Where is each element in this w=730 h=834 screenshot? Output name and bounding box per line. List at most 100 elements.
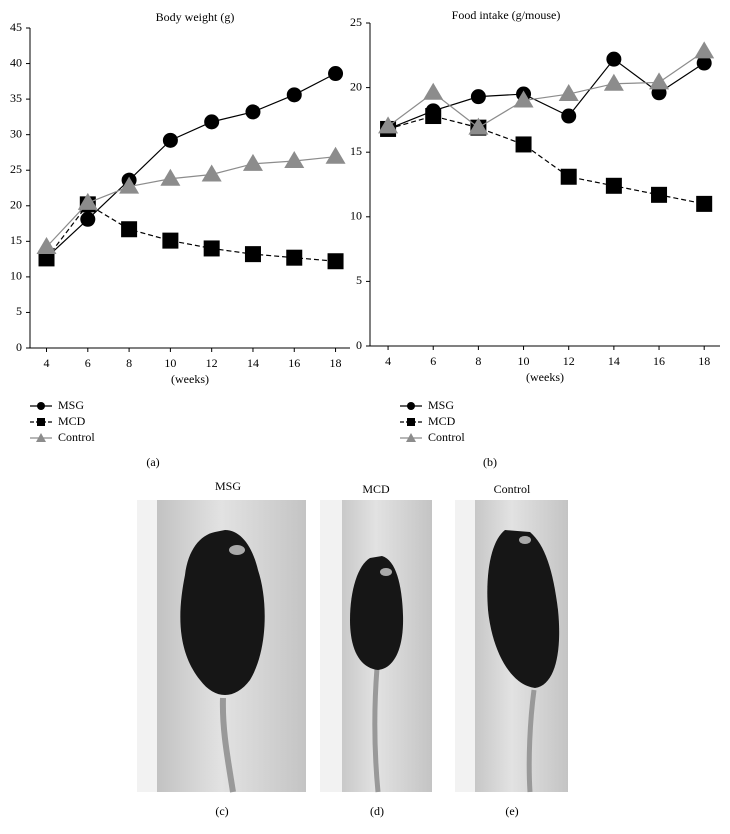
marker [242, 153, 263, 171]
marker [470, 89, 486, 105]
marker [284, 150, 305, 168]
x-tick-label: 10 [164, 356, 176, 370]
marker [204, 114, 220, 130]
legend-label: MCD [428, 414, 456, 428]
y-tick-label: 0 [356, 338, 362, 352]
marker [696, 195, 713, 212]
panel-label: (c) [215, 804, 228, 818]
photo-e [455, 500, 568, 793]
marker [328, 66, 344, 82]
marker [606, 51, 622, 67]
y-tick-label: 40 [10, 55, 22, 69]
chart-title: Food intake (g/mouse) [452, 8, 561, 22]
x-tick-label: 14 [247, 356, 259, 370]
marker [160, 168, 181, 186]
photo-c [137, 500, 306, 793]
marker [425, 108, 442, 125]
y-tick-label: 0 [16, 340, 22, 354]
y-tick-label: 30 [10, 126, 22, 140]
marker [605, 177, 622, 194]
marker [244, 246, 261, 263]
x-tick-label: 6 [430, 354, 436, 368]
marker [561, 108, 577, 124]
marker [327, 253, 344, 270]
marker [286, 249, 303, 266]
x-tick-label: 4 [385, 354, 391, 368]
y-tick-label: 5 [356, 273, 362, 287]
x-axis-label: (weeks) [171, 372, 209, 386]
x-tick-label: 12 [563, 354, 575, 368]
y-tick-label: 35 [10, 91, 22, 105]
marker [121, 221, 138, 238]
legend-label: MSG [58, 398, 84, 412]
marker [651, 186, 668, 203]
marker [162, 132, 178, 148]
marker [603, 73, 624, 91]
series-line [46, 156, 336, 248]
marker [325, 146, 346, 164]
x-tick-label: 16 [653, 354, 665, 368]
legend-marker [37, 402, 45, 410]
x-tick-label: 16 [288, 356, 300, 370]
legend-marker [36, 433, 46, 442]
legend-marker [407, 418, 415, 426]
marker [286, 87, 302, 103]
marker [558, 84, 579, 102]
line-chart: Body weight (g) 0 5 10 15 20 25 30 35 40 45 4 6 8 10 12… [10, 10, 350, 469]
marker [203, 240, 220, 257]
marker [119, 176, 140, 194]
y-tick-label: 10 [350, 209, 362, 223]
y-tick-label: 20 [350, 79, 362, 93]
x-tick-label: 8 [475, 354, 481, 368]
marker [162, 232, 179, 249]
panel-label: (b) [483, 455, 497, 469]
y-tick-label: 45 [10, 20, 22, 34]
marker [513, 90, 534, 108]
line-chart: Food intake (g/mouse) 0 5 10 15 20 25 4 6 8 10 12 14… [350, 8, 720, 469]
marker [694, 41, 715, 59]
marker [38, 250, 55, 267]
legend-label: MCD [58, 414, 86, 428]
y-tick-label: 5 [16, 304, 22, 318]
marker [649, 72, 670, 90]
x-tick-label: 18 [698, 354, 710, 368]
marker [80, 211, 96, 227]
x-tick-label: 10 [518, 354, 530, 368]
y-tick-label: 15 [10, 233, 22, 247]
y-tick-label: 20 [10, 198, 22, 212]
legend-marker [407, 402, 415, 410]
legend-marker [37, 418, 45, 426]
x-tick-label: 18 [330, 356, 342, 370]
photo-title: MSG [215, 479, 241, 493]
marker [696, 55, 712, 71]
chart-title: Body weight (g) [156, 10, 235, 24]
y-tick-label: 10 [10, 269, 22, 283]
marker [77, 192, 98, 210]
panel-label: (a) [146, 455, 159, 469]
marker [245, 104, 261, 120]
marker [378, 116, 399, 134]
legend-label: Control [428, 430, 465, 444]
y-tick-label: 25 [10, 162, 22, 176]
marker [201, 164, 222, 182]
marker [423, 82, 444, 100]
photo-title: Control [494, 482, 531, 496]
y-tick-label: 25 [350, 15, 362, 29]
marker [468, 117, 489, 135]
photo-title: MCD [362, 482, 390, 496]
panel-label: (d) [370, 804, 384, 818]
x-axis-label: (weeks) [526, 370, 564, 384]
x-tick-label: 4 [44, 356, 50, 370]
legend-label: Control [58, 430, 95, 444]
marker [560, 168, 577, 185]
x-tick-label: 8 [126, 356, 132, 370]
marker [515, 136, 532, 153]
x-tick-label: 14 [608, 354, 620, 368]
legend-marker [406, 433, 416, 442]
x-tick-label: 12 [206, 356, 218, 370]
y-tick-label: 15 [350, 144, 362, 158]
marker [36, 237, 57, 255]
legend-label: MSG [428, 398, 454, 412]
photo-d [320, 500, 432, 793]
